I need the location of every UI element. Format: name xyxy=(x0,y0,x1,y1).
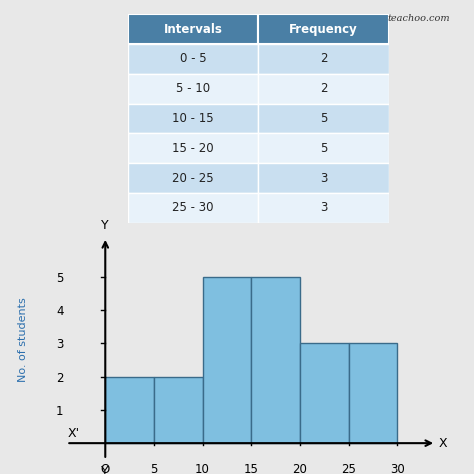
Text: 5: 5 xyxy=(320,142,327,155)
Text: 15 - 20: 15 - 20 xyxy=(173,142,214,155)
Text: 2: 2 xyxy=(320,82,327,95)
Text: Y: Y xyxy=(101,465,109,474)
Bar xyxy=(105,377,154,443)
Bar xyxy=(128,133,258,163)
Text: Frequency: Frequency xyxy=(289,23,358,36)
Bar xyxy=(154,377,202,443)
Bar xyxy=(258,14,389,44)
Text: Intervals: Intervals xyxy=(164,23,223,36)
Text: 2: 2 xyxy=(320,53,327,65)
Text: 3: 3 xyxy=(320,172,327,184)
Text: teachoo.com: teachoo.com xyxy=(388,14,450,23)
Text: Y: Y xyxy=(101,219,109,232)
Bar xyxy=(128,74,258,104)
Text: X: X xyxy=(439,437,447,450)
Bar xyxy=(258,74,389,104)
Bar xyxy=(251,277,300,443)
Bar xyxy=(128,163,258,193)
Text: 5: 5 xyxy=(320,112,327,125)
Bar xyxy=(128,14,258,44)
Bar xyxy=(128,44,258,74)
Bar xyxy=(348,343,397,443)
Bar xyxy=(300,343,348,443)
Bar xyxy=(128,193,258,223)
Text: 5 - 10: 5 - 10 xyxy=(176,82,210,95)
Text: 3: 3 xyxy=(320,201,327,214)
Text: 0 - 5: 0 - 5 xyxy=(180,53,207,65)
Bar xyxy=(258,163,389,193)
Text: No. of students: No. of students xyxy=(18,298,27,383)
Bar xyxy=(258,44,389,74)
Text: 25 - 30: 25 - 30 xyxy=(173,201,214,214)
Bar xyxy=(202,277,251,443)
Text: 10 - 15: 10 - 15 xyxy=(173,112,214,125)
Bar xyxy=(128,104,258,133)
Text: 20 - 25: 20 - 25 xyxy=(173,172,214,184)
Bar xyxy=(258,193,389,223)
Text: X': X' xyxy=(67,427,80,440)
Bar xyxy=(258,133,389,163)
Bar xyxy=(258,104,389,133)
